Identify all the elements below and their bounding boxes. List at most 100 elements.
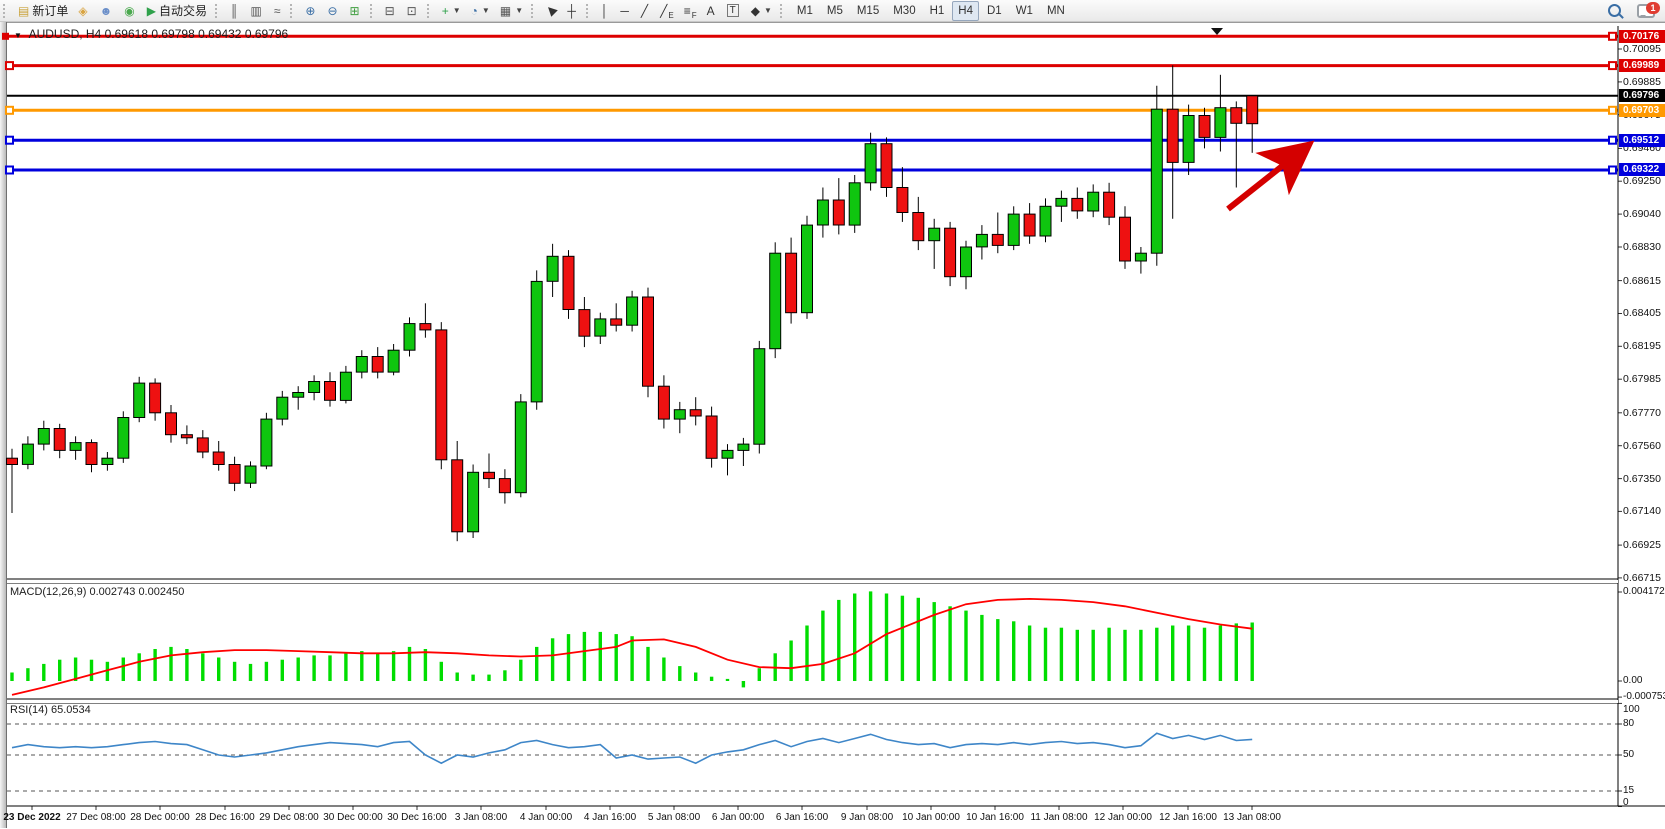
timeframe-M30-button[interactable]: M30 bbox=[893, 4, 916, 17]
timeframe-MN-button[interactable]: MN bbox=[1046, 4, 1065, 17]
arrows-tool-button[interactable]: ◆ ▼ bbox=[747, 1, 776, 21]
candle bbox=[912, 196, 925, 251]
macd-histogram-bar bbox=[1218, 625, 1223, 681]
macd-histogram-bar bbox=[805, 625, 809, 681]
macd-histogram-bar bbox=[1139, 629, 1143, 681]
panel-splitter-macd[interactable] bbox=[7, 580, 1618, 583]
macd-signal-line bbox=[11, 597, 1253, 696]
line-handle[interactable] bbox=[5, 105, 14, 115]
vertical-line-tool-button[interactable]: │ bbox=[597, 1, 615, 21]
timeframe-D1-button[interactable]: D1 bbox=[987, 4, 1002, 17]
toolbar-grip[interactable] bbox=[779, 3, 786, 18]
candlestick-chart-button[interactable]: ▥ bbox=[246, 1, 267, 21]
time-axis-label: 5 Jan 08:00 bbox=[647, 812, 701, 823]
toolbar-grip[interactable] bbox=[3, 3, 9, 18]
candle bbox=[1007, 206, 1020, 251]
macd-histogram-bar bbox=[423, 649, 428, 681]
add-indicator-button[interactable]: + ▼ bbox=[438, 1, 465, 21]
macd-axis-label: 0.00 bbox=[1623, 675, 1643, 686]
zoom-in-button[interactable]: ⊕ bbox=[301, 1, 321, 21]
chart-title: ▼ AUDUSD, H4 0.69618 0.69798 0.69432 0.6… bbox=[14, 27, 288, 41]
line-handle[interactable] bbox=[1608, 165, 1617, 175]
macd-histogram-bar bbox=[185, 649, 189, 681]
candle bbox=[928, 218, 941, 269]
panel-splitter-rsi[interactable] bbox=[7, 700, 1618, 703]
timeframe-H4-button[interactable]: H4 bbox=[952, 0, 979, 21]
macd-histogram-bar bbox=[391, 651, 396, 681]
timeframe-M15-button[interactable]: M15 bbox=[856, 4, 880, 17]
macd-histogram-bar bbox=[614, 634, 618, 681]
candle bbox=[1134, 247, 1147, 274]
indicator-window-button[interactable]: ⊟ bbox=[381, 1, 401, 21]
macd-histogram-bar bbox=[709, 676, 714, 681]
trendline-tool-button[interactable]: ╱ bbox=[637, 1, 654, 21]
time-axis-label: 13 Jan 08:00 bbox=[1223, 812, 1281, 823]
bar-chart-button[interactable]: ║ bbox=[226, 1, 245, 21]
candle bbox=[975, 225, 988, 260]
macd-histogram-bar bbox=[948, 606, 952, 681]
indicator-window-alt-button[interactable]: ⊡ bbox=[403, 1, 423, 21]
line-handle[interactable] bbox=[1608, 135, 1617, 145]
equidistant-channel-tool-button[interactable]: ╱ E bbox=[656, 1, 678, 21]
chart-symbol-timeframe: AUDUSD, H4 bbox=[28, 27, 102, 41]
timeframe-M1-button[interactable]: M1 bbox=[796, 4, 813, 17]
notifications-icon[interactable]: 1 bbox=[1637, 1, 1660, 18]
horizontal-line[interactable] bbox=[2, 31, 1618, 41]
timeframe-H1-button[interactable]: H1 bbox=[929, 4, 945, 17]
line-chart-button[interactable]: ≈ bbox=[270, 1, 287, 21]
toolbar-grip[interactable] bbox=[585, 3, 592, 18]
bar-chart-icon: ║ bbox=[229, 3, 239, 18]
tile-windows-button[interactable]: ⊞ bbox=[346, 1, 366, 21]
template-button[interactable]: ▦ ▼ bbox=[496, 1, 527, 21]
chart-menu-triangle-icon[interactable]: ▼ bbox=[14, 31, 22, 40]
line-handle[interactable] bbox=[5, 135, 14, 145]
trend-arrow-annotation[interactable] bbox=[1226, 140, 1315, 212]
candle bbox=[1230, 101, 1243, 188]
chart-shift-marker-icon[interactable] bbox=[1211, 28, 1223, 35]
horizontal-line[interactable] bbox=[5, 165, 1618, 175]
text-tool-button[interactable]: A bbox=[703, 1, 721, 21]
crosshair-tool-button[interactable]: ┼ bbox=[563, 1, 582, 21]
candle bbox=[1182, 104, 1195, 175]
signal-button[interactable]: ◉ bbox=[120, 1, 140, 21]
fibonacci-tool-button[interactable]: ≡ F bbox=[680, 1, 701, 21]
line-handle[interactable] bbox=[1608, 105, 1617, 115]
vertical-line-tool-icon: │ bbox=[600, 3, 609, 18]
timeframe-M5-button[interactable]: M5 bbox=[826, 4, 843, 17]
horizontal-line-tool-button[interactable]: ─ bbox=[616, 1, 635, 21]
zoom-out-button[interactable]: ⊖ bbox=[323, 1, 343, 21]
price-tick-label: 0.70095 bbox=[1623, 43, 1661, 55]
candle bbox=[292, 386, 305, 410]
horizontal-line[interactable] bbox=[5, 135, 1618, 145]
line-handle[interactable] bbox=[1608, 61, 1617, 71]
macd-histogram-bar bbox=[201, 653, 205, 681]
profile-button[interactable]: ☻ bbox=[96, 1, 119, 21]
dropdown-caret-icon: ▼ bbox=[452, 6, 461, 15]
toolbar-grip[interactable] bbox=[426, 3, 433, 18]
line-handle[interactable] bbox=[2, 32, 9, 40]
auto-trading-button[interactable]: ▶ 自动交易 bbox=[143, 1, 211, 21]
candle bbox=[371, 347, 384, 379]
arrows-tool-icon: ◆ bbox=[750, 3, 760, 18]
charts-button[interactable]: ◈ bbox=[74, 1, 93, 21]
toolbar-grip[interactable] bbox=[531, 3, 537, 18]
macd-histogram-bar bbox=[535, 646, 539, 681]
timeframe-W1-button[interactable]: W1 bbox=[1015, 4, 1033, 17]
line-handle[interactable] bbox=[1608, 31, 1617, 41]
line-handle[interactable] bbox=[5, 61, 14, 71]
search-icon[interactable] bbox=[1608, 4, 1621, 17]
period-menu-button[interactable]: ◔ ▼ bbox=[467, 1, 494, 21]
macd-histogram-bar bbox=[248, 663, 253, 681]
text-tool-icon: A bbox=[706, 3, 715, 18]
toolbar-grip[interactable] bbox=[290, 3, 296, 18]
new-order-button[interactable]: ▤ 新订单 bbox=[14, 1, 72, 21]
line-handle[interactable] bbox=[5, 165, 14, 175]
horizontal-line[interactable] bbox=[5, 61, 1618, 71]
toolbar-grip[interactable] bbox=[214, 3, 221, 18]
toolbar-grip[interactable] bbox=[369, 3, 376, 18]
horizontal-line[interactable] bbox=[5, 105, 1618, 115]
text-label-tool-button[interactable]: T bbox=[723, 1, 745, 21]
macd-histogram-bar bbox=[1012, 621, 1016, 681]
time-axis-label: 4 Jan 16:00 bbox=[583, 812, 637, 823]
candle bbox=[880, 137, 893, 197]
